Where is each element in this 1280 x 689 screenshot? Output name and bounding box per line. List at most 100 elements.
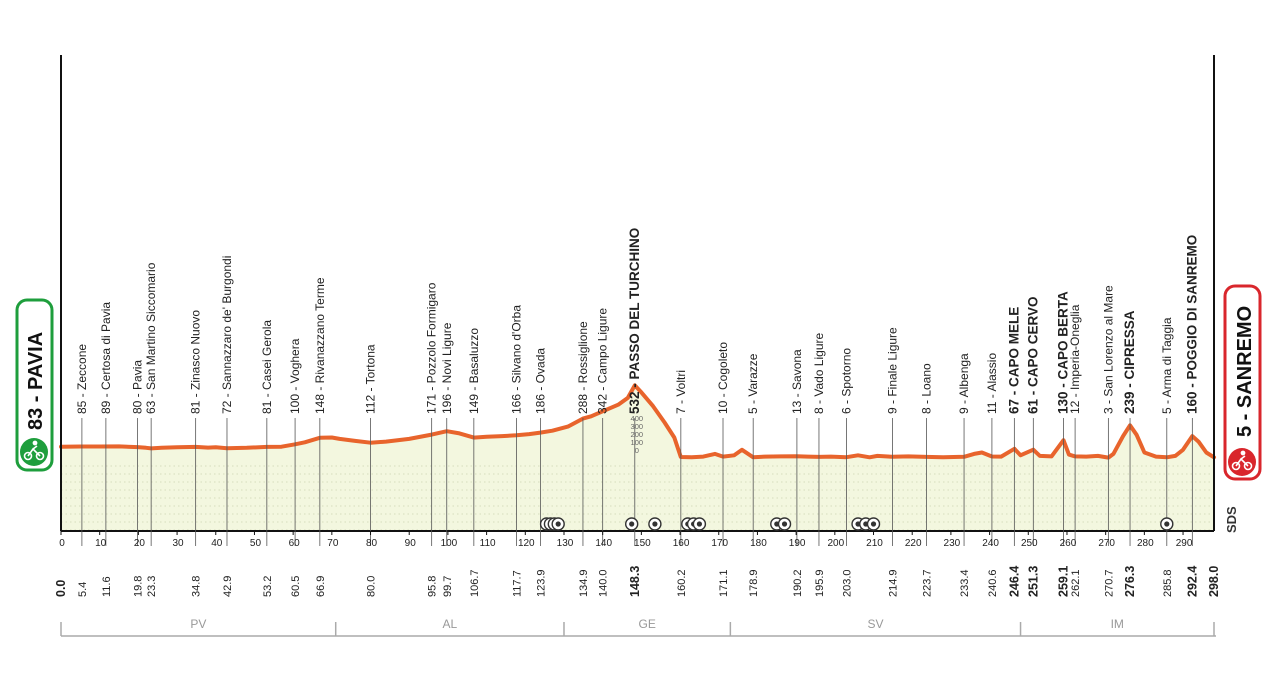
place-label: 12 - Imperia-Oneglia [1068,304,1082,414]
place-label: 5 - Arma di Taggia [1160,317,1174,414]
km-label: 0.0 [54,580,68,597]
axis-tick-label: 120 [518,538,535,549]
place-label: 239 - CIPRESSA [1122,310,1137,414]
axis-tick-label: 50 [250,538,262,549]
axis-tick-label: 210 [866,538,883,549]
km-label: 223.7 [922,569,934,597]
km-label: 251.3 [1026,566,1040,597]
km-label: 34.8 [191,576,203,597]
axis-tick-label: 30 [173,538,185,549]
axis-tick-label: 130 [557,538,574,549]
axis-tick-label: 20 [134,538,146,549]
service-icon-dot [629,521,635,527]
axis-tick-label: 90 [405,538,417,549]
province-label: PV [190,617,206,631]
service-icon-dot [652,521,658,527]
axis-tick-label: 110 [480,538,496,549]
km-label: 148.3 [628,566,642,597]
place-label: 10 - Cogoleto [716,342,730,414]
axis-tick-label: 160 [673,538,690,549]
place-label: 9 - Finale Ligure [885,327,899,414]
axis-tick-label: 70 [327,538,339,549]
profile-area-fill [61,385,1214,531]
place-label: 89 - Certosa di Pavia [99,302,113,414]
km-label: 171.1 [718,569,730,597]
km-label: 123.9 [535,569,547,597]
km-label: 262.1 [1070,569,1082,597]
km-labels-layer: 0.0 5.4 11.6 19.8 23.3 34.8 42.9 53.2 60.5 66.9 80… [54,566,1221,597]
axis-tick-label: 290 [1176,538,1193,549]
profile-axes-layer [60,55,1215,532]
place-label: 342 - Campo Ligure [596,308,610,414]
km-label: 270.7 [1103,569,1115,597]
place-label: 9 - Albenga [957,353,971,414]
axis-tick-label: 200 [827,538,844,549]
km-label: 292.4 [1185,566,1199,597]
axis-tick-label: 260 [1060,538,1077,549]
km-label: 203.0 [841,569,853,597]
place-labels-layer: 85 - Zeccone 89 - Certosa di Pavia 80 - Pa… [75,228,1199,546]
km-label: 134.9 [578,569,590,597]
axis-tick-label: 100 [441,538,458,549]
brand-logo: SDS [1224,506,1239,533]
province-label: IM [1111,617,1124,631]
km-label: 106.7 [469,569,481,597]
km-label: 117.7 [511,570,523,597]
axis-tick-label: 170 [711,538,728,549]
km-label: 233.4 [959,569,971,597]
axis-ticks-layer: 0 10 20 30 40 50 60 70 80 90 100 110 120 130 140 150 160… [59,531,1193,549]
finish-label: 5 - SANREMO [1234,306,1256,437]
axis-tick-label: 140 [595,538,612,549]
place-label: 67 - CAPO MELE [1006,307,1021,414]
km-label: 42.9 [222,576,234,597]
altitude-scale-label: 200 [631,430,644,439]
km-label: 95.8 [427,576,439,597]
place-label: 85 - Zeccone [75,344,89,414]
place-label: 166 - Silvano d'Orba [509,305,523,414]
service-icon-dot [696,521,703,527]
place-label: 8 - Loano [920,363,934,414]
altitude-scale-label: 100 [631,438,644,447]
place-label: 186 - Ovada [533,348,547,414]
km-label: 246.4 [1007,566,1021,597]
place-label: 5 - Varazze [746,353,760,414]
place-label: 6 - Spotorno [839,348,853,414]
km-label: 53.2 [262,576,274,597]
place-label: 72 - Sannazzaro de' Burgondi [220,256,234,414]
place-label: 288 - Rossiglione [576,321,590,414]
place-label: 100 - Voghera [288,338,302,414]
km-label: 190.2 [792,569,804,597]
km-label: 140.0 [598,569,610,597]
place-label: 81 - Casei Gerola [260,320,274,414]
axis-tick-label: 250 [1021,538,1038,549]
axis-tick-label: 40 [211,538,223,549]
km-label: 80.0 [366,576,378,597]
place-label: 63 - San Martino Siccomario [144,262,158,414]
km-label: 276.3 [1123,566,1137,597]
axis-tick-label: 240 [982,538,999,549]
place-label: 149 - Basaluzzo [467,328,481,414]
finish-bike-glyph [1231,450,1253,471]
place-label: 148 - Rivanazzano Terme [313,277,327,414]
place-label: 196 - Novi Ligure [440,322,454,414]
start-label: 83 - PAVIA [25,332,47,430]
axis-tick-label: 80 [366,538,378,549]
place-label: 61 - CAPO CERVO [1025,296,1040,414]
service-icon-dot [870,521,877,527]
km-label: 240.6 [987,569,999,597]
place-label: 11 - Alassio [985,353,999,414]
axis-tick-label: 10 [95,538,107,549]
km-label: 11.6 [101,576,113,597]
km-label: 285.8 [1162,569,1174,597]
profile-area-layer [61,385,1214,531]
finish-badge: 5 - SANREMO [1223,284,1262,481]
province-label: GE [639,617,656,631]
km-label: 99.7 [442,576,454,597]
axis-tick-label: 0 [59,538,65,549]
km-label: 66.9 [315,576,327,597]
km-label: 298.0 [1207,566,1221,597]
province-bar-layer: PV AL GE SV IM [60,617,1216,637]
axis-tick-label: 150 [634,538,651,549]
